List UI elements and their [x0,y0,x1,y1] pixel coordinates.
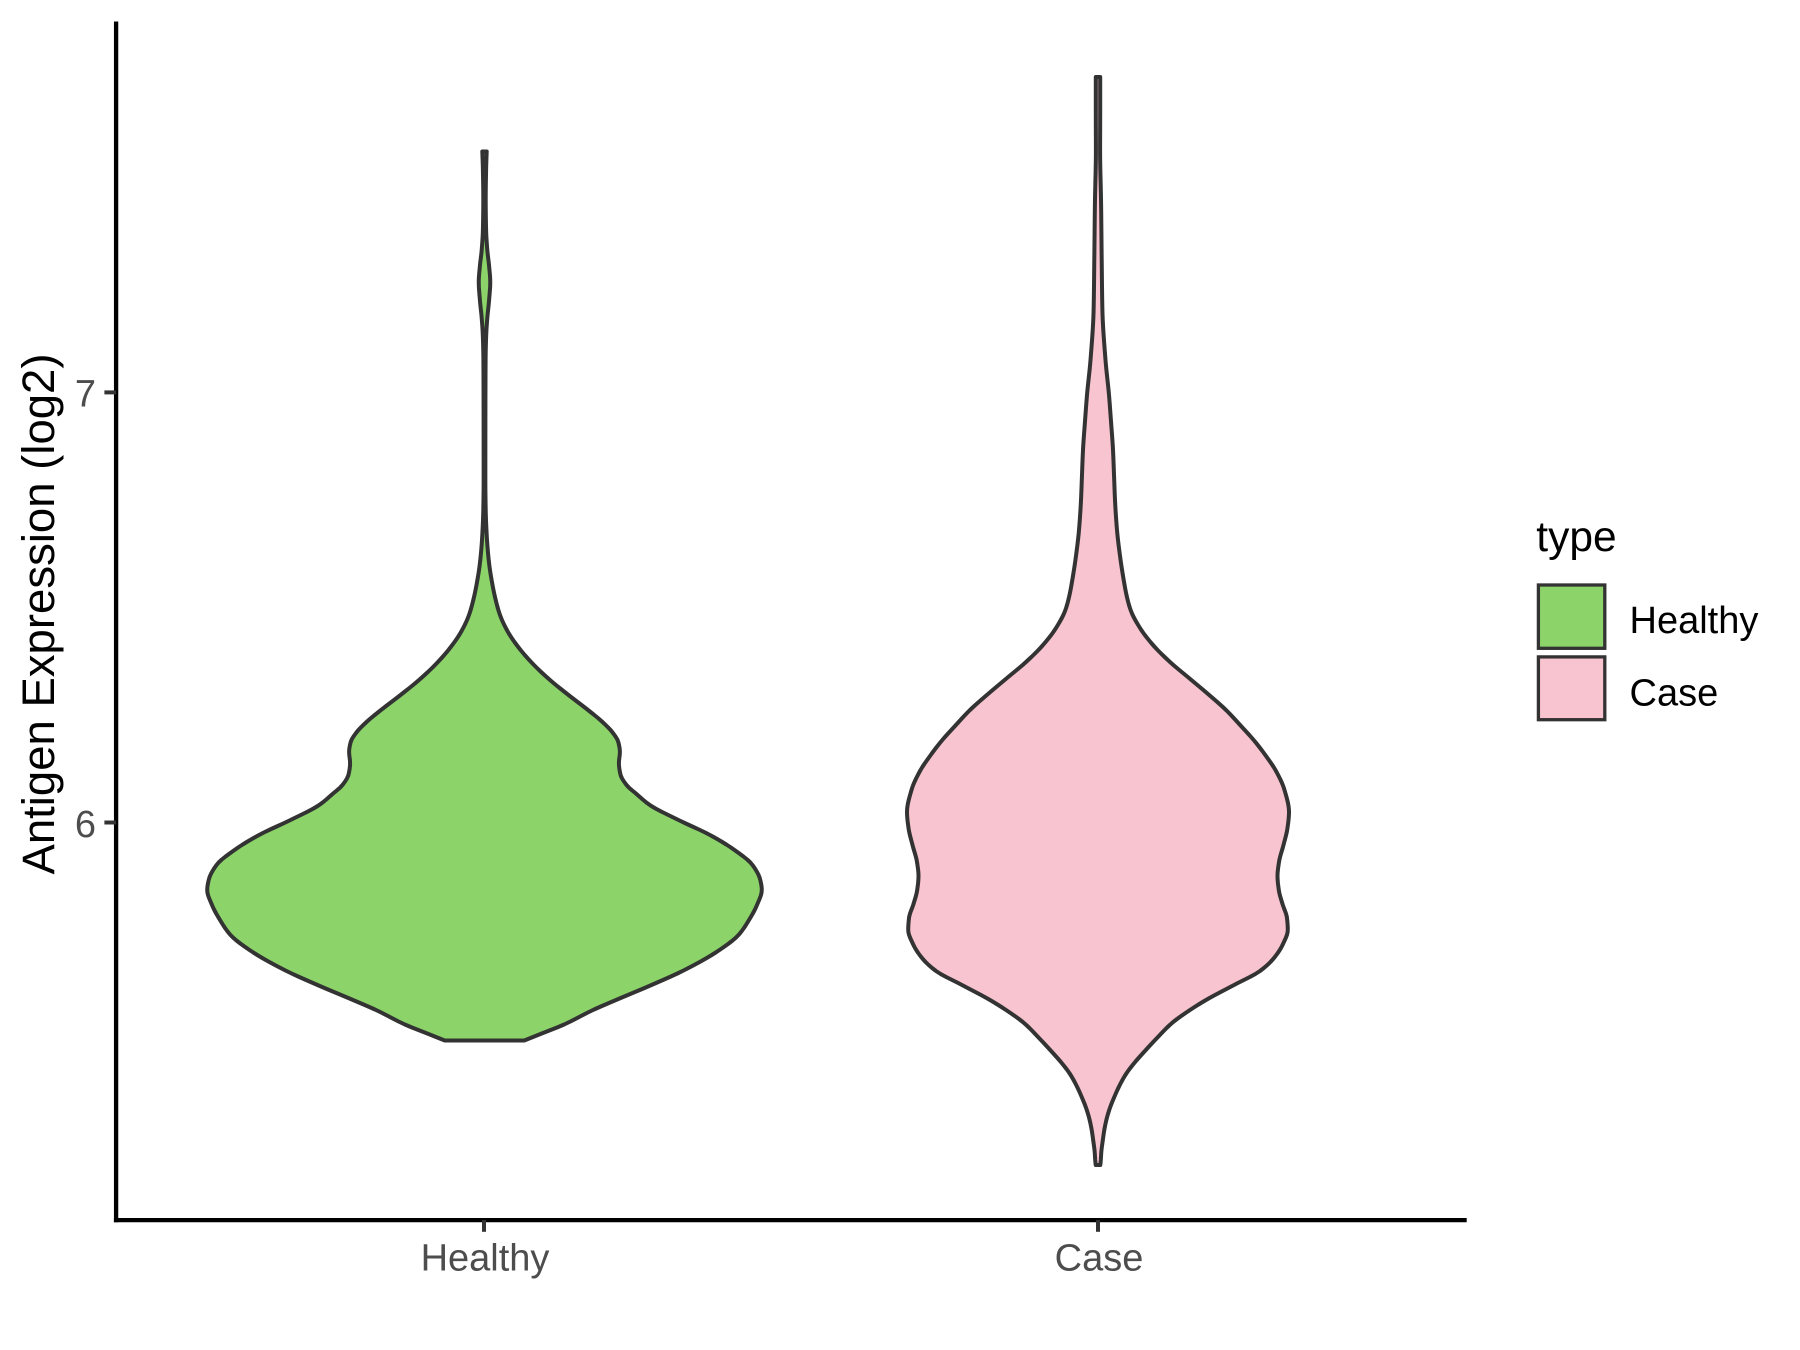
svg-text:Antigen Expression (log2): Antigen Expression (log2) [13,353,64,874]
svg-text:Healthy: Healthy [421,1237,550,1279]
svg-text:Healthy: Healthy [1630,600,1759,642]
svg-text:Case: Case [1055,1237,1144,1279]
svg-text:6: 6 [75,804,96,846]
svg-text:Case: Case [1630,672,1719,714]
svg-text:type: type [1536,514,1616,561]
svg-text:7: 7 [75,373,96,415]
